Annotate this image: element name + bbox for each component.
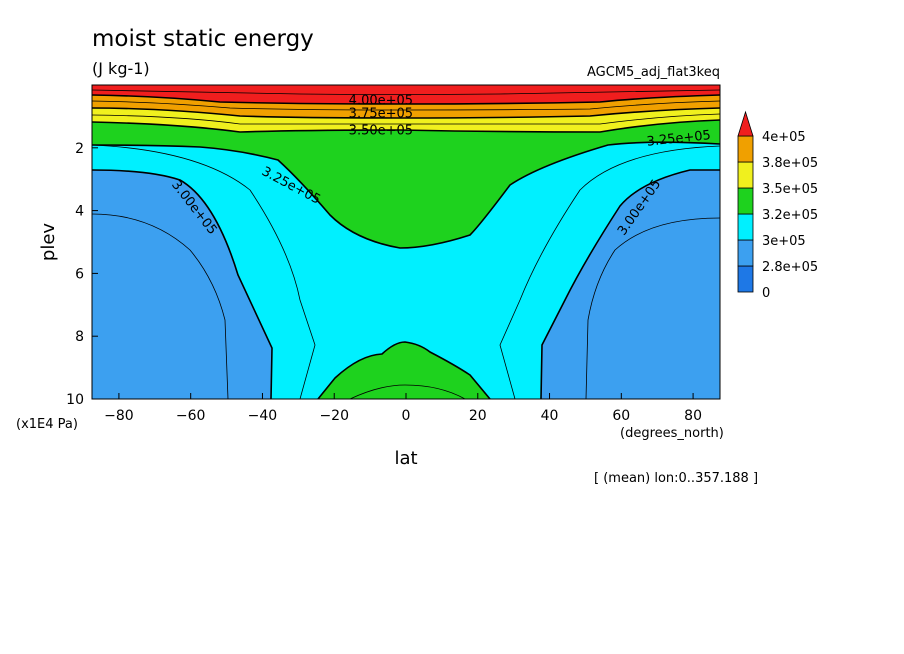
x-tick-label: −80 [104,408,134,424]
x-tick-label: −60 [176,408,206,424]
contour-line-3p6e5 [92,113,720,125]
colorbar-swatch [737,187,754,215]
y-axis: 2 4 6 8 10 [66,141,98,408]
colorbar-label: 3.2e+05 [762,208,818,223]
contour-fields: 4.00e+053.75e+053.50e+05 3.25e+053.25e+05… [92,85,720,399]
field-3p2e5-lower [318,342,490,399]
contour-line-3p2e5-upper [92,141,720,249]
y-tick-label: 10 [66,392,84,408]
contour-line-3p1e5-left [92,144,316,399]
x-tick-label: 20 [469,408,487,424]
colorbar-label: 2.8e+05 [762,260,818,275]
y-tick-label: 2 [75,141,84,157]
contour-label: 3.25e+05 [646,128,712,150]
contour-label: 4.00e+05 [349,94,413,109]
contour-line-3e5-left [92,169,273,399]
colorbar: 0 2.8e+05 3e+05 3.2e+05 3.5e+05 3.8e+05 4e+05 [737,110,818,301]
x-tick-label: −20 [319,408,349,424]
y-axis-units: (x1E4 Pa) [16,417,78,432]
y-axis-label: plev [38,223,59,262]
colorbar-swatch [737,161,754,189]
x-axis-label: lat [394,448,417,469]
contour-line-3p1e5-right [499,145,720,399]
y-tick-label: 4 [75,204,84,220]
colorbar-label: 0 [762,286,770,301]
x-axis: −80 −60 −40 −20 0 20 40 60 80 [104,393,702,424]
y-tick-label: 8 [75,329,84,345]
x-tick-label: −40 [248,408,278,424]
contour-line-4e5 [92,94,720,105]
x-tick-label: 0 [402,408,411,424]
chart-units: (J kg-1) [92,59,150,78]
contour-label: 3.50e+05 [349,124,413,139]
colorbar-top-arrow [737,110,754,137]
colorbar-swatch [737,265,754,293]
contour-line-3p75e5 [92,107,720,119]
colorbar-label: 3.5e+05 [762,182,818,197]
contour-line-3p5e5 [92,119,720,133]
x-tick-label: 80 [684,408,702,424]
contour-line-2p8e5-left [92,213,229,399]
contour-line-3p3e5-lower [349,384,466,399]
contour-line-4p1e5 [92,89,720,95]
x-tick-label: 40 [541,408,559,424]
contour-lines [92,89,720,399]
x-axis-units: (degrees_north) [620,426,724,441]
contour-line-3e5-right [540,169,720,399]
colorbar-swatch [737,213,754,241]
chart-title: moist static energy [92,26,314,52]
y-tick-label: 6 [75,266,84,282]
contour-label: 3.75e+05 [349,106,413,121]
colorbar-label: 3e+05 [762,234,806,249]
footer-note: [ (mean) lon:0..357.188 ] [594,471,758,486]
contour-line-2p8e5-right [585,217,720,399]
colorbar-swatch [737,135,754,163]
colorbar-label: 3.8e+05 [762,156,818,171]
experiment-name: AGCM5_adj_flat3keq [587,65,720,80]
contour-line-3p9e5 [92,100,720,111]
x-tick-label: 60 [612,408,630,424]
contour-line-3p2e5-lower [317,341,491,399]
colorbar-label: 4e+05 [762,130,806,145]
colorbar-swatch [737,239,754,267]
